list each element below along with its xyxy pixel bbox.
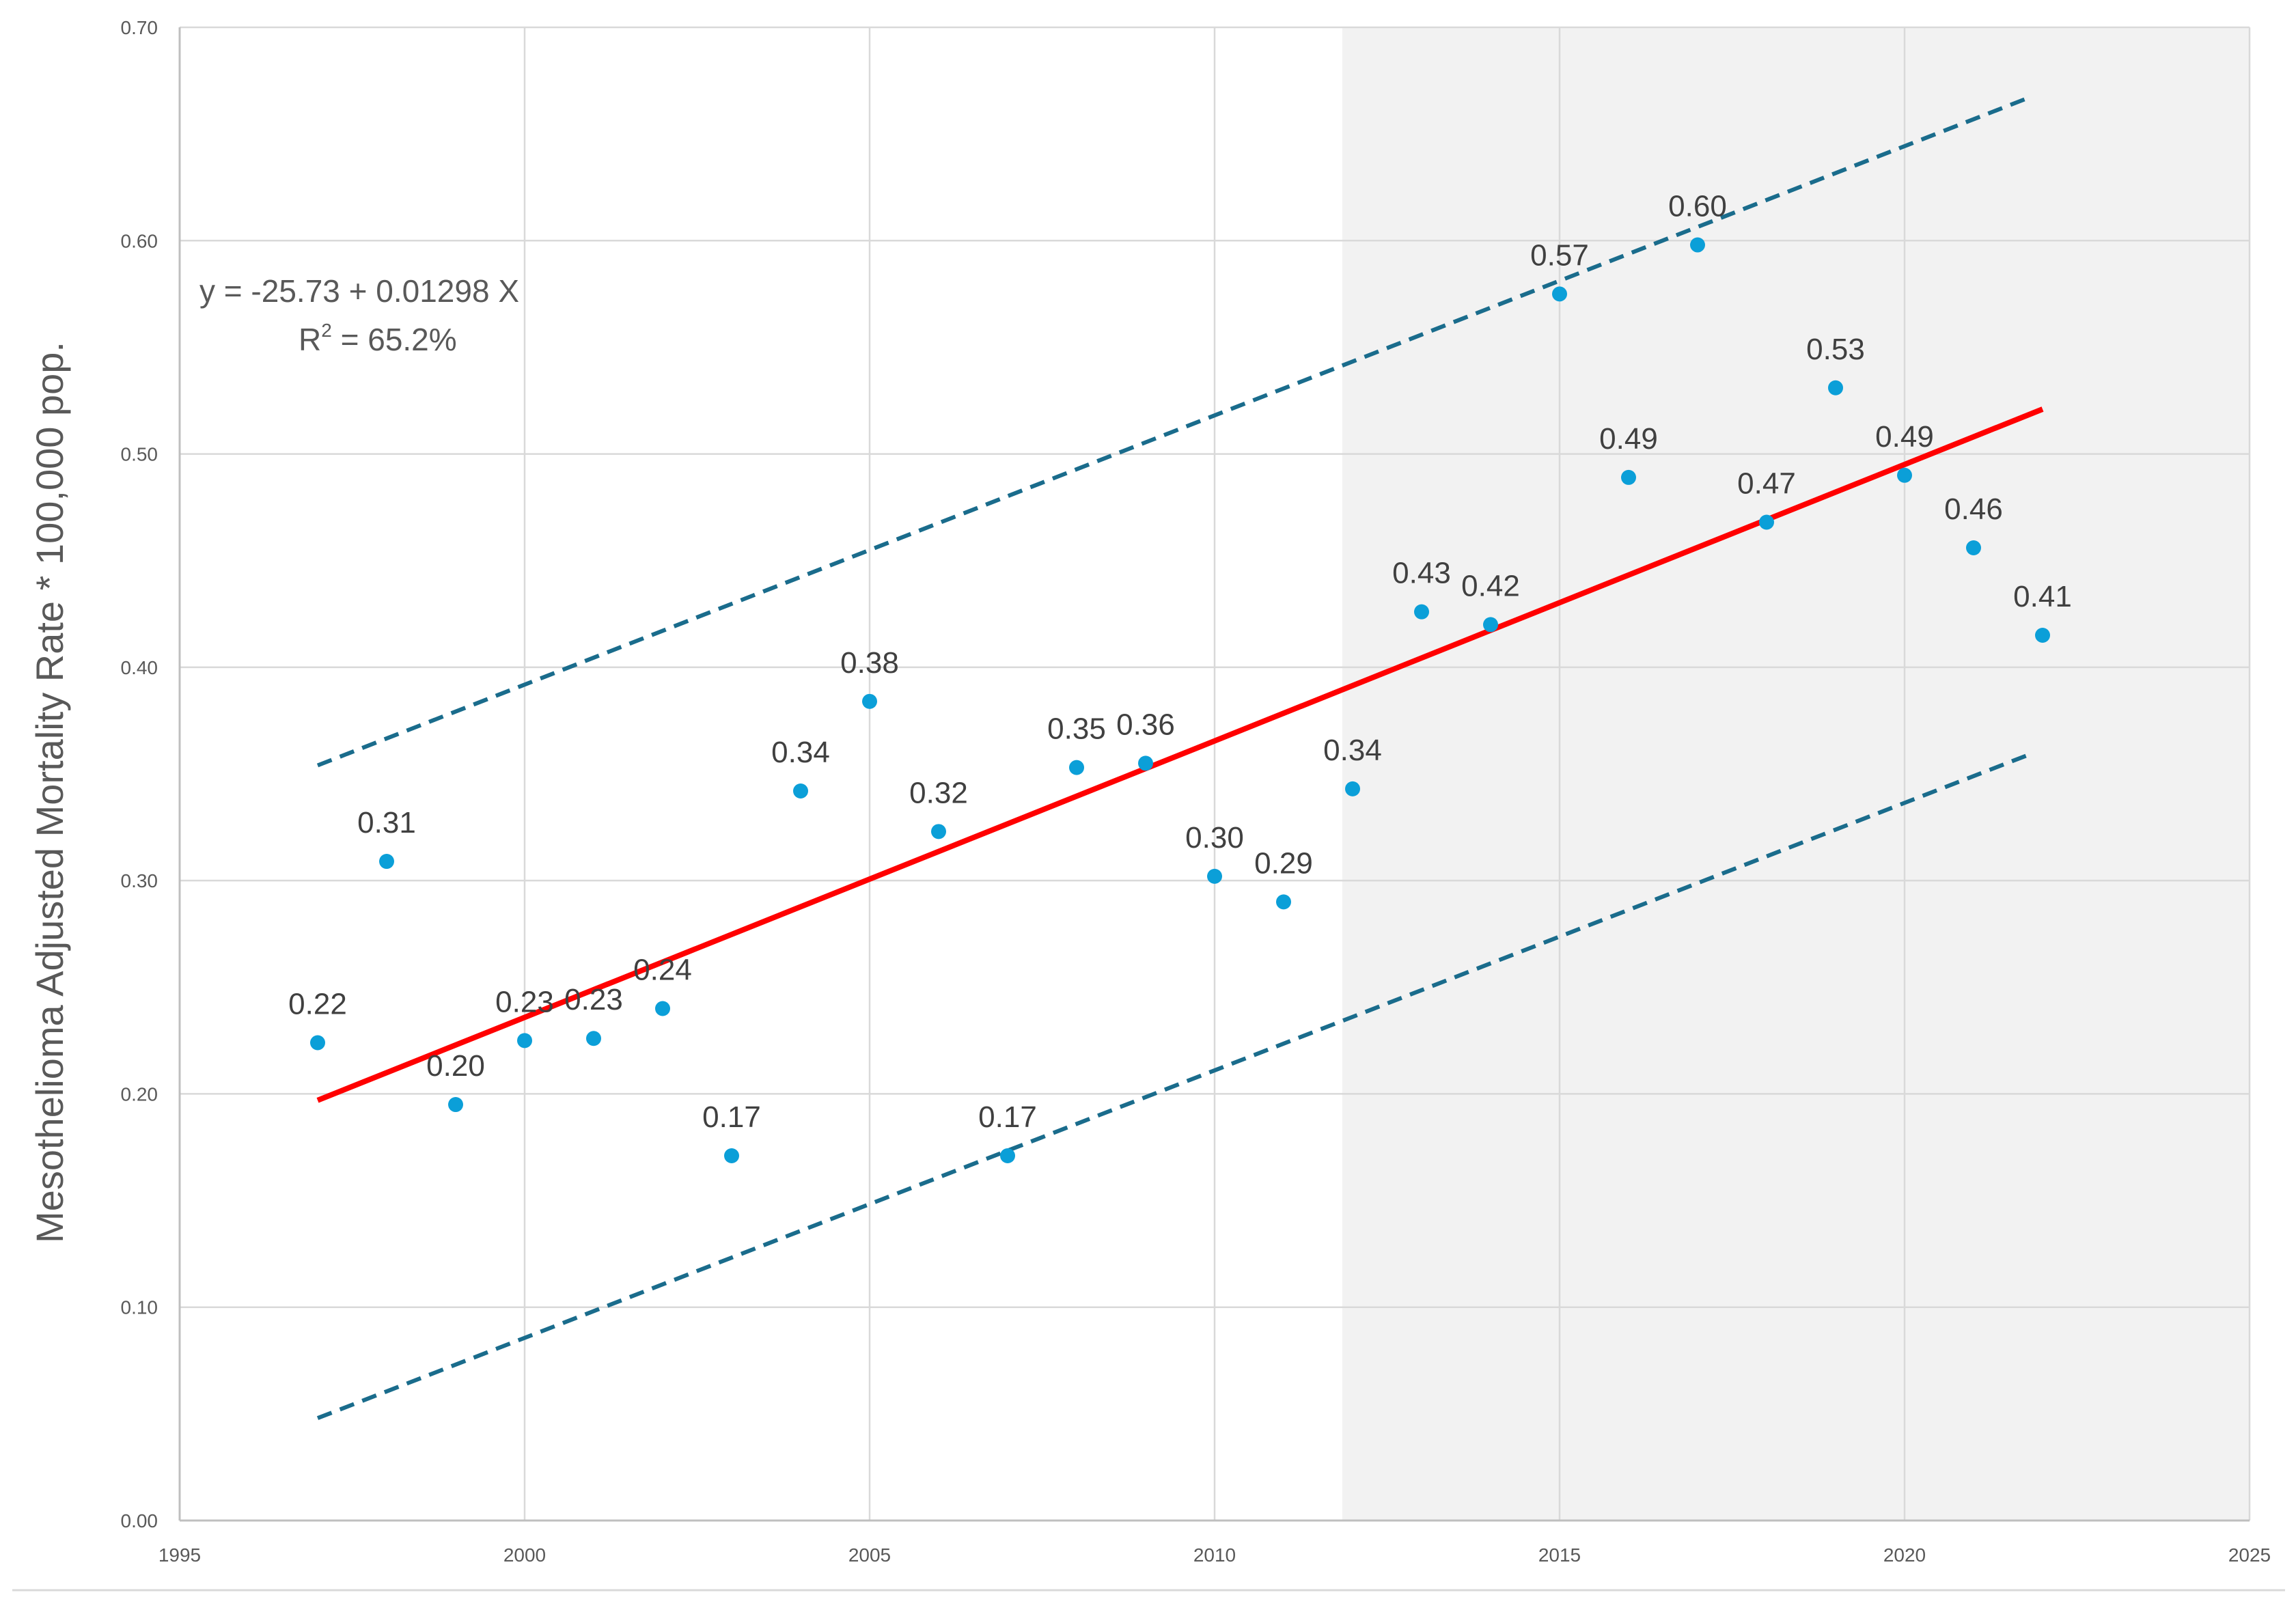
y-tick-label: 0.10 (121, 1297, 158, 1318)
y-tick-label: 0.30 (121, 870, 158, 891)
y-tick-label: 0.50 (121, 444, 158, 465)
r-squared-text: R2 = 65.2% (299, 320, 457, 357)
data-point (2035, 628, 2050, 643)
data-point (517, 1033, 532, 1049)
x-tick-label: 2025 (2228, 1544, 2271, 1566)
data-label: 0.24 (633, 954, 692, 987)
data-label: 0.32 (909, 776, 968, 809)
data-label: 0.57 (1530, 238, 1589, 272)
data-label: 0.46 (1944, 492, 2003, 526)
data-point (1552, 286, 1567, 302)
data-label: 0.60 (1668, 190, 1727, 223)
data-point (1138, 755, 1153, 771)
data-label: 0.30 (1185, 821, 1244, 855)
data-point (862, 693, 877, 709)
shaded-region (1342, 27, 2250, 1521)
data-point (1690, 237, 1705, 253)
data-label: 0.23 (495, 985, 554, 1018)
data-label: 0.49 (1599, 422, 1658, 456)
data-label: 0.17 (702, 1100, 761, 1134)
data-point (310, 1035, 325, 1051)
data-label: 0.29 (1254, 846, 1313, 880)
data-label: 0.47 (1737, 467, 1796, 501)
data-point (1414, 604, 1429, 620)
upper-bound-line (316, 96, 2030, 768)
data-label: 0.34 (1323, 734, 1382, 767)
data-label: 0.43 (1392, 557, 1451, 590)
data-point (1621, 469, 1636, 485)
lower-bound-line (316, 753, 2030, 1420)
data-point (448, 1097, 463, 1113)
x-tick-label: 2010 (1193, 1544, 1236, 1566)
data-label: 0.20 (426, 1049, 485, 1083)
data-point (1000, 1148, 1015, 1163)
y-tick-label: 0.40 (121, 657, 158, 678)
data-label: 0.35 (1047, 712, 1106, 746)
data-label: 0.34 (771, 736, 830, 769)
data-label: 0.22 (288, 987, 347, 1021)
data-point (1828, 380, 1843, 395)
x-tick-label: 2000 (503, 1544, 546, 1566)
data-point (931, 824, 946, 839)
data-point (1483, 617, 1498, 633)
x-tick-label: 2015 (1538, 1544, 1581, 1566)
y-tick-label: 0.60 (121, 230, 158, 251)
data-label: 0.53 (1806, 333, 1865, 366)
trend-line (316, 406, 2044, 1103)
data-point (1759, 514, 1774, 530)
data-label: 0.38 (840, 646, 899, 680)
regression-equation: y = -25.73 + 0.01298 X (199, 273, 519, 309)
data-label: 0.36 (1116, 708, 1175, 741)
data-label: 0.49 (1875, 420, 1934, 454)
data-point (1966, 540, 1981, 555)
data-point (1207, 868, 1222, 884)
data-label: 0.23 (564, 983, 623, 1016)
y-tick-label: 0.70 (121, 17, 158, 38)
data-point (586, 1031, 601, 1046)
data-label: 0.42 (1461, 569, 1520, 602)
r2-value: = 65.2% (332, 322, 457, 357)
x-tick-label: 1995 (158, 1544, 201, 1566)
data-point (379, 854, 394, 870)
y-axis-label: Mesothelioma Adjusted Mortality Rate * 1… (28, 342, 71, 1243)
data-label: 0.31 (357, 806, 416, 839)
r2-superscript: 2 (321, 320, 332, 341)
r2-prefix: R (299, 322, 321, 357)
y-tick-label: 0.20 (121, 1083, 158, 1105)
data-point (793, 783, 808, 799)
x-tick-label: 2005 (848, 1544, 891, 1566)
data-label: 0.41 (2013, 580, 2072, 613)
data-point (655, 1001, 670, 1016)
data-point (1276, 894, 1291, 910)
y-tick-label: 0.00 (121, 1510, 158, 1531)
data-point (1897, 467, 1912, 483)
data-label: 0.17 (978, 1100, 1037, 1134)
data-point (724, 1148, 739, 1163)
data-point (1345, 781, 1360, 796)
data-point (1069, 760, 1084, 775)
x-tick-label: 2020 (1883, 1544, 1926, 1566)
